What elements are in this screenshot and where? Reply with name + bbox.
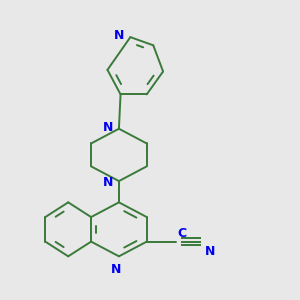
Text: N: N	[103, 176, 113, 189]
Text: N: N	[111, 263, 121, 276]
Text: N: N	[103, 121, 113, 134]
Text: N: N	[114, 29, 124, 42]
Text: N: N	[205, 244, 215, 257]
Text: C: C	[178, 227, 187, 240]
